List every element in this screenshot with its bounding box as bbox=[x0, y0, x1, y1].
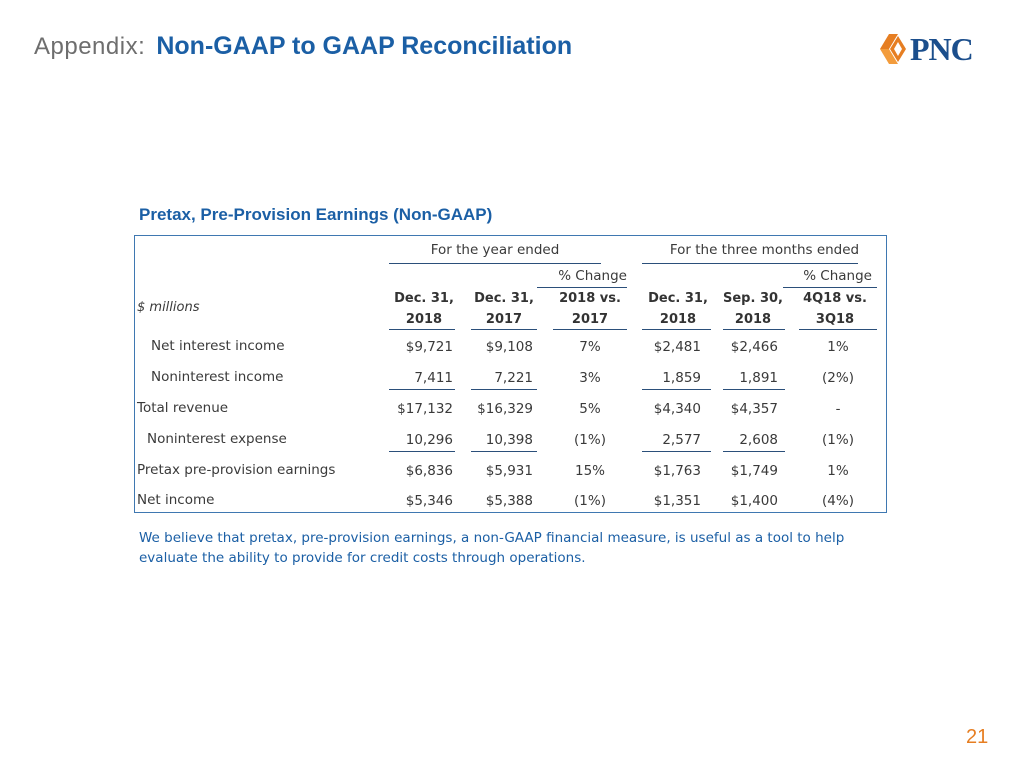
table-cell: 2,608 bbox=[739, 432, 778, 448]
col-header-rule bbox=[799, 329, 877, 330]
table-cell: (1%) bbox=[574, 493, 606, 509]
col-header-line2: 2018 bbox=[734, 312, 772, 327]
pct-change-rule-quarter bbox=[783, 287, 877, 288]
row-label: Pretax pre-provision earnings bbox=[137, 462, 336, 478]
table-cell: (1%) bbox=[822, 432, 854, 448]
group-header-year-rule bbox=[389, 263, 601, 264]
table-cell: 1% bbox=[827, 463, 849, 479]
table-cell: $5,388 bbox=[485, 493, 533, 509]
col-header-rule bbox=[642, 329, 711, 330]
table-cell: $1,749 bbox=[730, 463, 778, 479]
col-header-line2: 2018 bbox=[405, 312, 443, 327]
table-cell: (1%) bbox=[574, 432, 606, 448]
col-header-line1: 2018 vs. bbox=[559, 291, 621, 306]
table-cell: (2%) bbox=[822, 370, 854, 386]
table-cell: 10,398 bbox=[485, 432, 533, 448]
row-label: Net income bbox=[137, 492, 215, 508]
table-cell: $9,108 bbox=[485, 339, 533, 355]
subtotal-rule bbox=[389, 451, 455, 452]
subtotal-rule bbox=[723, 389, 785, 390]
table-cell: $5,931 bbox=[485, 463, 533, 479]
table-cell: (4%) bbox=[822, 493, 854, 509]
table-cell: $5,346 bbox=[405, 493, 453, 509]
table-cell: 5% bbox=[579, 401, 601, 417]
table-cell: 7,411 bbox=[414, 370, 453, 386]
table-cell: $1,763 bbox=[653, 463, 701, 479]
table-cell: $9,721 bbox=[405, 339, 453, 355]
table-cell: $4,357 bbox=[730, 401, 778, 417]
table-title: Pretax, Pre-Provision Earnings (Non-GAAP… bbox=[139, 205, 493, 224]
table-cell: 7% bbox=[579, 339, 601, 355]
col-header-line2: 2017 bbox=[485, 312, 523, 327]
table-cell: 1,891 bbox=[739, 370, 778, 386]
table-cell: $2,466 bbox=[730, 339, 778, 355]
pnc-logo: PNC bbox=[878, 30, 992, 68]
pct-change-label-quarter: % Change bbox=[803, 268, 872, 284]
table-cell: 2,577 bbox=[662, 432, 701, 448]
row-label: Noninterest expense bbox=[147, 431, 287, 447]
table-cell: $1,400 bbox=[730, 493, 778, 509]
table-cell: 15% bbox=[574, 463, 605, 479]
col-header-rule bbox=[389, 329, 455, 330]
table-cell: $4,340 bbox=[653, 401, 701, 417]
slide-title: Non-GAAP to GAAP Reconciliation bbox=[156, 32, 573, 60]
reconciliation-table: For the year ended For the three months … bbox=[134, 235, 887, 513]
col-header-rule bbox=[723, 329, 785, 330]
col-header-line1: Dec. 31, bbox=[474, 291, 534, 306]
col-header-line2: 2017 bbox=[571, 312, 609, 327]
col-header-line1: Dec. 31, bbox=[648, 291, 708, 306]
units-label: $ millions bbox=[137, 300, 200, 315]
subtotal-rule bbox=[389, 389, 455, 390]
pct-change-rule-year bbox=[537, 287, 627, 288]
group-header-quarter: For the three months ended bbox=[669, 242, 860, 258]
table-cell: $6,836 bbox=[405, 463, 453, 479]
table-cell: 3% bbox=[579, 370, 601, 386]
row-label: Noninterest income bbox=[151, 369, 284, 385]
col-header-rule bbox=[471, 329, 537, 330]
header-prefix: Appendix: bbox=[34, 33, 146, 60]
table-cell: 10,296 bbox=[405, 432, 453, 448]
subtotal-rule bbox=[471, 389, 537, 390]
table-cell: $2,481 bbox=[653, 339, 701, 355]
page-number: 21 bbox=[966, 726, 989, 748]
table-cell: 7,221 bbox=[494, 370, 533, 386]
table-cell: $17,132 bbox=[397, 401, 453, 417]
table-cell: $16,329 bbox=[477, 401, 533, 417]
pnc-logo-text: PNC bbox=[910, 31, 974, 67]
slide-header: Appendix: Non-GAAP to GAAP Reconciliatio… bbox=[34, 32, 572, 61]
table-cell: 1,859 bbox=[662, 370, 701, 386]
table-cell: - bbox=[835, 401, 841, 417]
col-header-line1: 4Q18 vs. bbox=[803, 291, 867, 306]
col-header-rule bbox=[553, 329, 627, 330]
pct-change-label-year: % Change bbox=[558, 268, 627, 284]
row-label: Net interest income bbox=[151, 338, 285, 354]
group-header-year: For the year ended bbox=[430, 242, 560, 258]
subtotal-rule bbox=[642, 389, 711, 390]
subtotal-rule bbox=[471, 451, 537, 452]
table-cell: 1% bbox=[827, 339, 849, 355]
group-header-quarter-rule bbox=[642, 263, 858, 264]
subtotal-rule bbox=[642, 451, 711, 452]
table-cell: $1,351 bbox=[653, 493, 701, 509]
col-header-line1: Sep. 30, bbox=[723, 291, 783, 306]
subtotal-rule bbox=[723, 451, 785, 452]
col-header-line2: 3Q18 bbox=[815, 312, 855, 327]
row-label: Total revenue bbox=[137, 400, 229, 416]
pnc-logo-mark-icon bbox=[880, 34, 906, 64]
col-header-line1: Dec. 31, bbox=[394, 291, 454, 306]
col-header-line2: 2018 bbox=[659, 312, 697, 327]
footnote-text: We believe that pretax, pre-provision ea… bbox=[139, 530, 845, 566]
